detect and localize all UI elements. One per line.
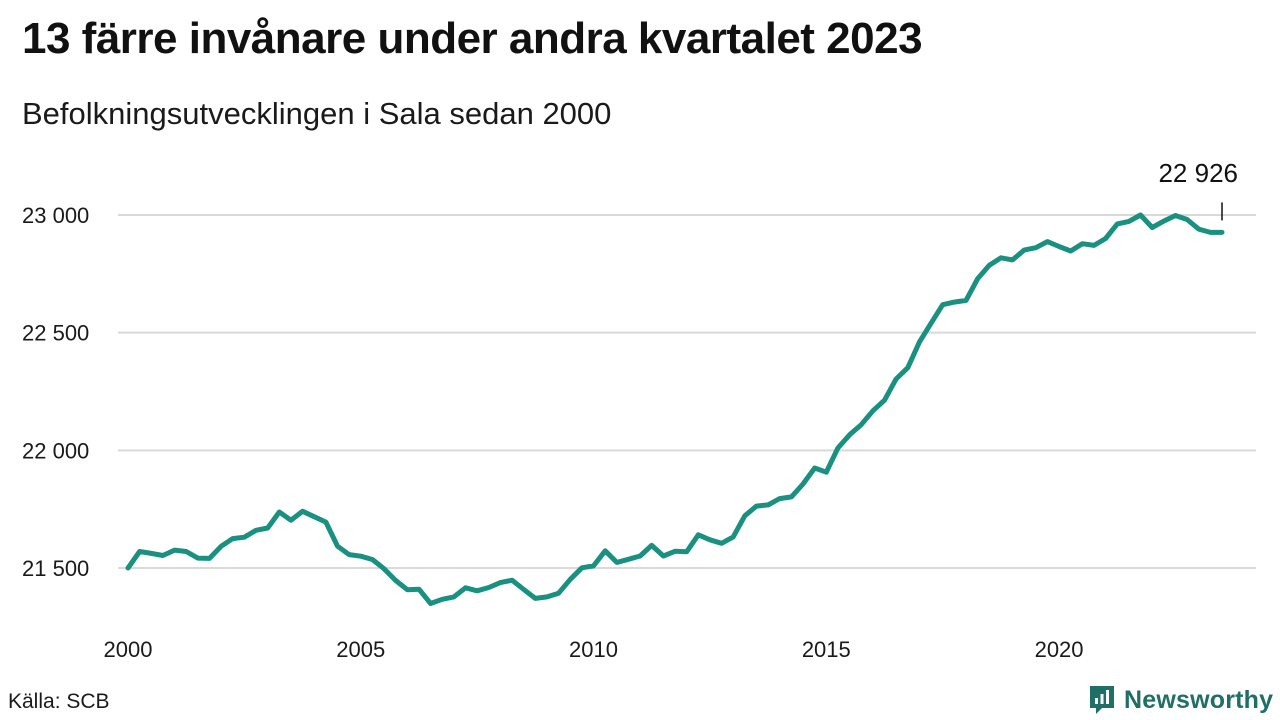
x-axis-tick-labels: 2000 2005 2010 2015 2020 — [104, 637, 1084, 662]
newsworthy-logo-icon — [1090, 686, 1114, 714]
series-layer — [125, 212, 1225, 606]
line-chart: 21 500 22 000 22 500 23 000 2000 2005 2010 201… — [22, 158, 1256, 662]
annotation-label: 22 926 — [1158, 158, 1238, 188]
y-axis-tick-labels: 21 500 22 000 22 500 23 000 — [22, 203, 89, 581]
y-tick-label: 22 000 — [22, 438, 89, 463]
x-tick-label: 2005 — [336, 637, 385, 662]
series-line — [125, 212, 1225, 606]
grid-layer — [118, 214, 1256, 569]
x-tick-label: 2010 — [569, 637, 618, 662]
brand: Newsworthy — [1088, 684, 1273, 716]
chart-subtitle: Befolkningsutvecklingen i Sala sedan 200… — [22, 96, 612, 131]
x-tick-label: 2000 — [104, 637, 153, 662]
x-tick-label: 2015 — [802, 637, 851, 662]
source-note: Källa: SCB — [8, 690, 110, 713]
brand-name: Newsworthy — [1124, 685, 1274, 714]
y-tick-label: 23 000 — [22, 203, 89, 228]
y-tick-label: 21 500 — [22, 556, 89, 581]
x-tick-label: 2020 — [1035, 637, 1084, 662]
annotation-layer: 22 926 — [1158, 158, 1238, 221]
chart-title: 13 färre invånare under andra kvartalet … — [22, 14, 923, 63]
y-tick-label: 22 500 — [22, 321, 89, 346]
